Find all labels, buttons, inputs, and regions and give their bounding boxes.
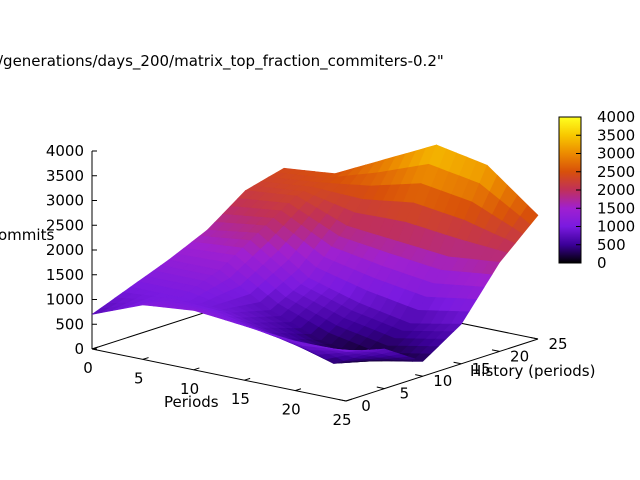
surface-mesh	[91, 144, 539, 364]
y-tick-mark	[338, 398, 347, 402]
colorbar-tick-label: 4000	[597, 108, 635, 126]
z-axis-label: ommits	[0, 226, 54, 244]
y-tick-label: 20	[510, 347, 529, 365]
x-tick-mark	[295, 388, 302, 392]
y-tick-label: 5	[400, 385, 410, 403]
z-tick-label: 500	[55, 315, 84, 333]
y-tick-label: 25	[548, 335, 567, 353]
z-tick-label: 2500	[46, 216, 84, 234]
x-tick-mark	[91, 346, 98, 350]
z-tick-label: 2000	[46, 241, 84, 259]
x-tick-label: 25	[332, 411, 351, 429]
x-axis-line	[91, 348, 347, 402]
y-axis-ticks: 0 5 10 15 20 25	[338, 335, 568, 415]
y-axis-label: History (periods)	[470, 362, 595, 380]
colorbar-tick-label: 2000	[597, 181, 635, 199]
x-tick-mark	[345, 398, 352, 402]
x-tick-mark	[142, 357, 149, 360]
colorbar-tick-label: 1000	[597, 218, 635, 236]
x-tick-mark	[244, 377, 251, 381]
z-tick-label: 1500	[46, 266, 84, 284]
colorbar-tick-label: 500	[597, 236, 626, 254]
z-tick-label: 3500	[46, 167, 84, 185]
y-tick-mark	[376, 386, 385, 390]
y-tick-mark	[491, 349, 500, 352]
x-tick-label: 15	[231, 390, 250, 408]
y-tick-mark	[453, 361, 462, 365]
colorbar-tick-label: 1500	[597, 199, 635, 217]
colorbar-tick-label: 2500	[597, 163, 635, 181]
colorbar-tick-label: 3000	[597, 145, 635, 163]
x-tick-label: 10	[180, 380, 199, 398]
z-tick-label: 3000	[46, 192, 84, 210]
y-tick-label: 0	[361, 397, 371, 415]
x-axis-label: Periods	[164, 393, 219, 411]
y-tick-mark	[415, 374, 423, 377]
z-tick-label: 4000	[46, 142, 84, 160]
colorbar-tick-label: 0	[597, 254, 607, 272]
z-axis-ticks: 0 500 1000 1500 2000 2500 3000 3500 4000	[46, 142, 97, 358]
y-axis-line	[345, 338, 539, 402]
x-tick-label: 0	[83, 359, 93, 377]
axes-front	[345, 338, 539, 402]
surface-cell	[335, 349, 354, 352]
chart-title: /generations/days_200/matrix_top_fractio…	[0, 52, 444, 71]
z-tick-label: 0	[74, 340, 84, 358]
x-tick-label: 5	[134, 369, 144, 387]
x-tick-mark	[193, 367, 200, 371]
x-tick-label: 20	[282, 401, 301, 419]
colorbar-tick-label: 3500	[597, 126, 635, 144]
y-tick-label: 10	[433, 372, 452, 390]
y-tick-label: 15	[472, 360, 491, 378]
y-tick-mark	[530, 336, 539, 340]
x-axis-ticks: 0 5 10 15 20 25	[83, 346, 352, 429]
z-tick-label: 1000	[46, 291, 84, 309]
